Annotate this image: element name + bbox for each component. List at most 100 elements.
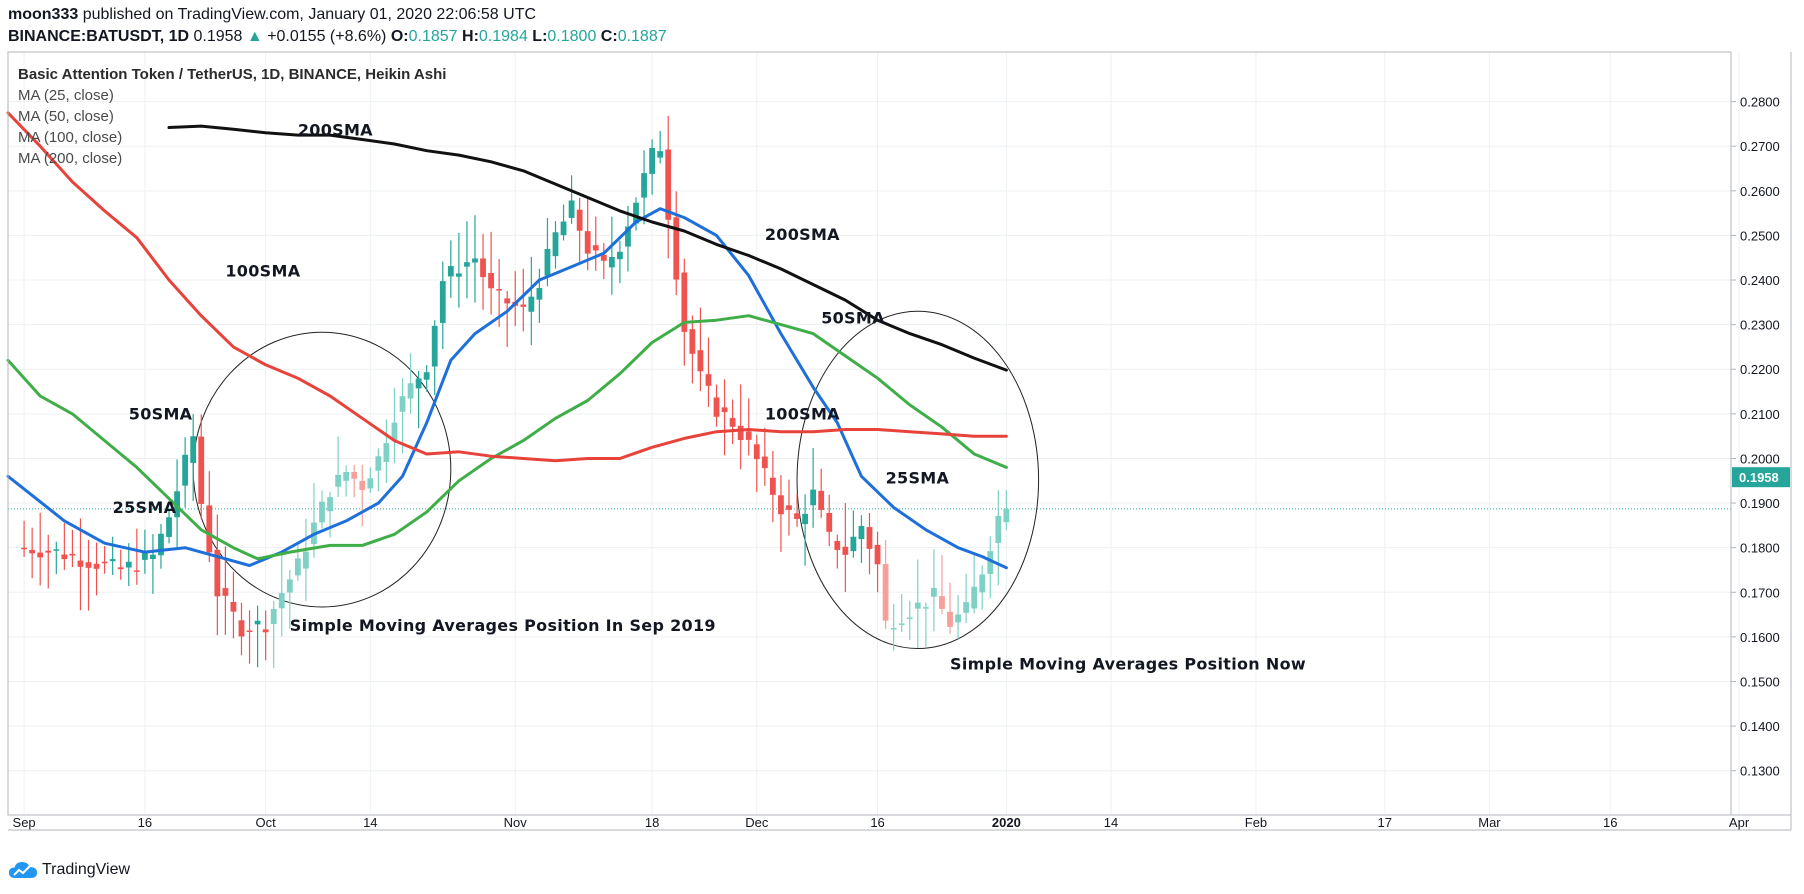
ma-line [6,314,1008,561]
candle-body [327,497,333,512]
candle-body [890,627,897,630]
candle-body [963,602,970,613]
x-tick-label: 17 [1378,815,1392,830]
candle-body [947,611,953,627]
candle-body [182,454,189,486]
candle-body [37,552,44,558]
candle-body [520,304,527,307]
candle-body [584,231,591,254]
y-tick-label: 0.2800 [1740,95,1780,110]
candle-body [431,325,438,367]
candle-body [858,526,865,540]
low-label: L: [532,28,548,45]
candle-body [649,147,656,174]
candle-body [665,149,672,220]
candle-body [826,512,833,532]
y-tick-label: 0.2200 [1740,362,1780,377]
candle-body [713,397,720,417]
annotations: 200SMA 100SMA 50SMA 25SMA 200SMA 50SMA 100SMA 2… [113,121,1306,674]
candle-body [254,620,261,625]
candle-body [270,608,277,625]
annotation-label: 50SMA [821,308,885,327]
candle-body [850,536,857,552]
candle-body [335,474,342,487]
price-change: +0.0155 (+8.6%) [267,28,387,45]
chart-title[interactable]: Basic Attention Token / TetherUS, 1D, BI… [18,66,447,83]
candle-body [359,480,366,491]
candle-body [198,436,205,504]
grid-lines [8,52,1740,815]
candle-body [174,491,180,518]
publish-line: moon333 published on TradingView.com, Ja… [8,6,536,24]
y-tick-label: 0.2500 [1740,228,1780,243]
candle-body [158,533,164,556]
candle-body [125,561,132,568]
symbol[interactable]: BINANCE:BATUSDT, 1D [8,28,190,45]
candle-body [641,173,647,198]
candle-body [689,329,696,354]
legend-ma200[interactable]: MA (200, close) [18,150,123,167]
legend-ma100[interactable]: MA (100, close) [18,129,123,146]
ellipse-annotation [796,310,1040,649]
candle-body [608,256,615,268]
annotation-label: Simple Moving Averages Position Now [950,654,1306,673]
candle-body [262,629,269,633]
high-label: H: [462,28,479,45]
y-tick-label: 0.1900 [1740,496,1780,511]
candle-body [882,564,889,621]
candle-body [464,262,470,267]
legend-ma25[interactable]: MA (25, close) [18,87,114,104]
candle-body [343,471,350,481]
candle-body [769,477,776,495]
annotation-label: Simple Moving Averages Position In Sep 2… [290,616,716,635]
tradingview-logo[interactable]: TradingView [8,860,130,880]
up-arrow-icon: ▲ [246,28,263,45]
x-tick-label: 16 [870,815,884,830]
candle-body [834,541,841,551]
candle-body [737,425,744,441]
candle-body [351,471,358,479]
candle-body [29,549,36,554]
candle-body [109,559,116,562]
candle-body [238,620,245,637]
ma-line [6,111,1008,463]
y-tick-label: 0.1500 [1740,674,1780,689]
open-label: O: [390,28,409,45]
y-tick-label: 0.1400 [1740,719,1780,734]
author-name[interactable]: moon333 [8,6,79,23]
candle-body [673,217,680,280]
moving-average-lines [6,111,1008,570]
x-tick-label: 16 [138,815,152,830]
candle-body [447,266,454,277]
candle-body [61,554,68,560]
candle-body [286,579,293,593]
candle-body [745,431,752,440]
y-tick-label: 0.1800 [1740,541,1780,556]
candle-body [480,258,486,278]
candle-body [544,248,551,276]
candle-body [375,456,382,471]
y-tick-label: 0.2400 [1740,273,1780,288]
candle-body [697,350,704,372]
candle-body [617,251,623,260]
open-value: 0.1857 [408,28,458,45]
y-tick-label: 0.1700 [1740,585,1780,600]
x-tick-label: 14 [1104,815,1118,830]
candle-body [117,567,124,570]
candle-body [488,273,494,289]
candle-body [560,221,567,236]
annotation-label: 25SMA [113,498,177,517]
candle-body [246,630,253,633]
candle-body [979,574,986,593]
x-tick-label: Mar [1478,815,1501,830]
candle-body [600,254,607,261]
legend-ma50[interactable]: MA (50, close) [18,108,114,125]
candle-body [810,489,817,506]
close-value: 0.1887 [617,28,667,45]
candle-body [657,151,664,158]
candle-body [391,422,398,441]
candle-body [922,607,929,609]
candle-body [399,396,406,412]
candle-body [705,374,712,386]
